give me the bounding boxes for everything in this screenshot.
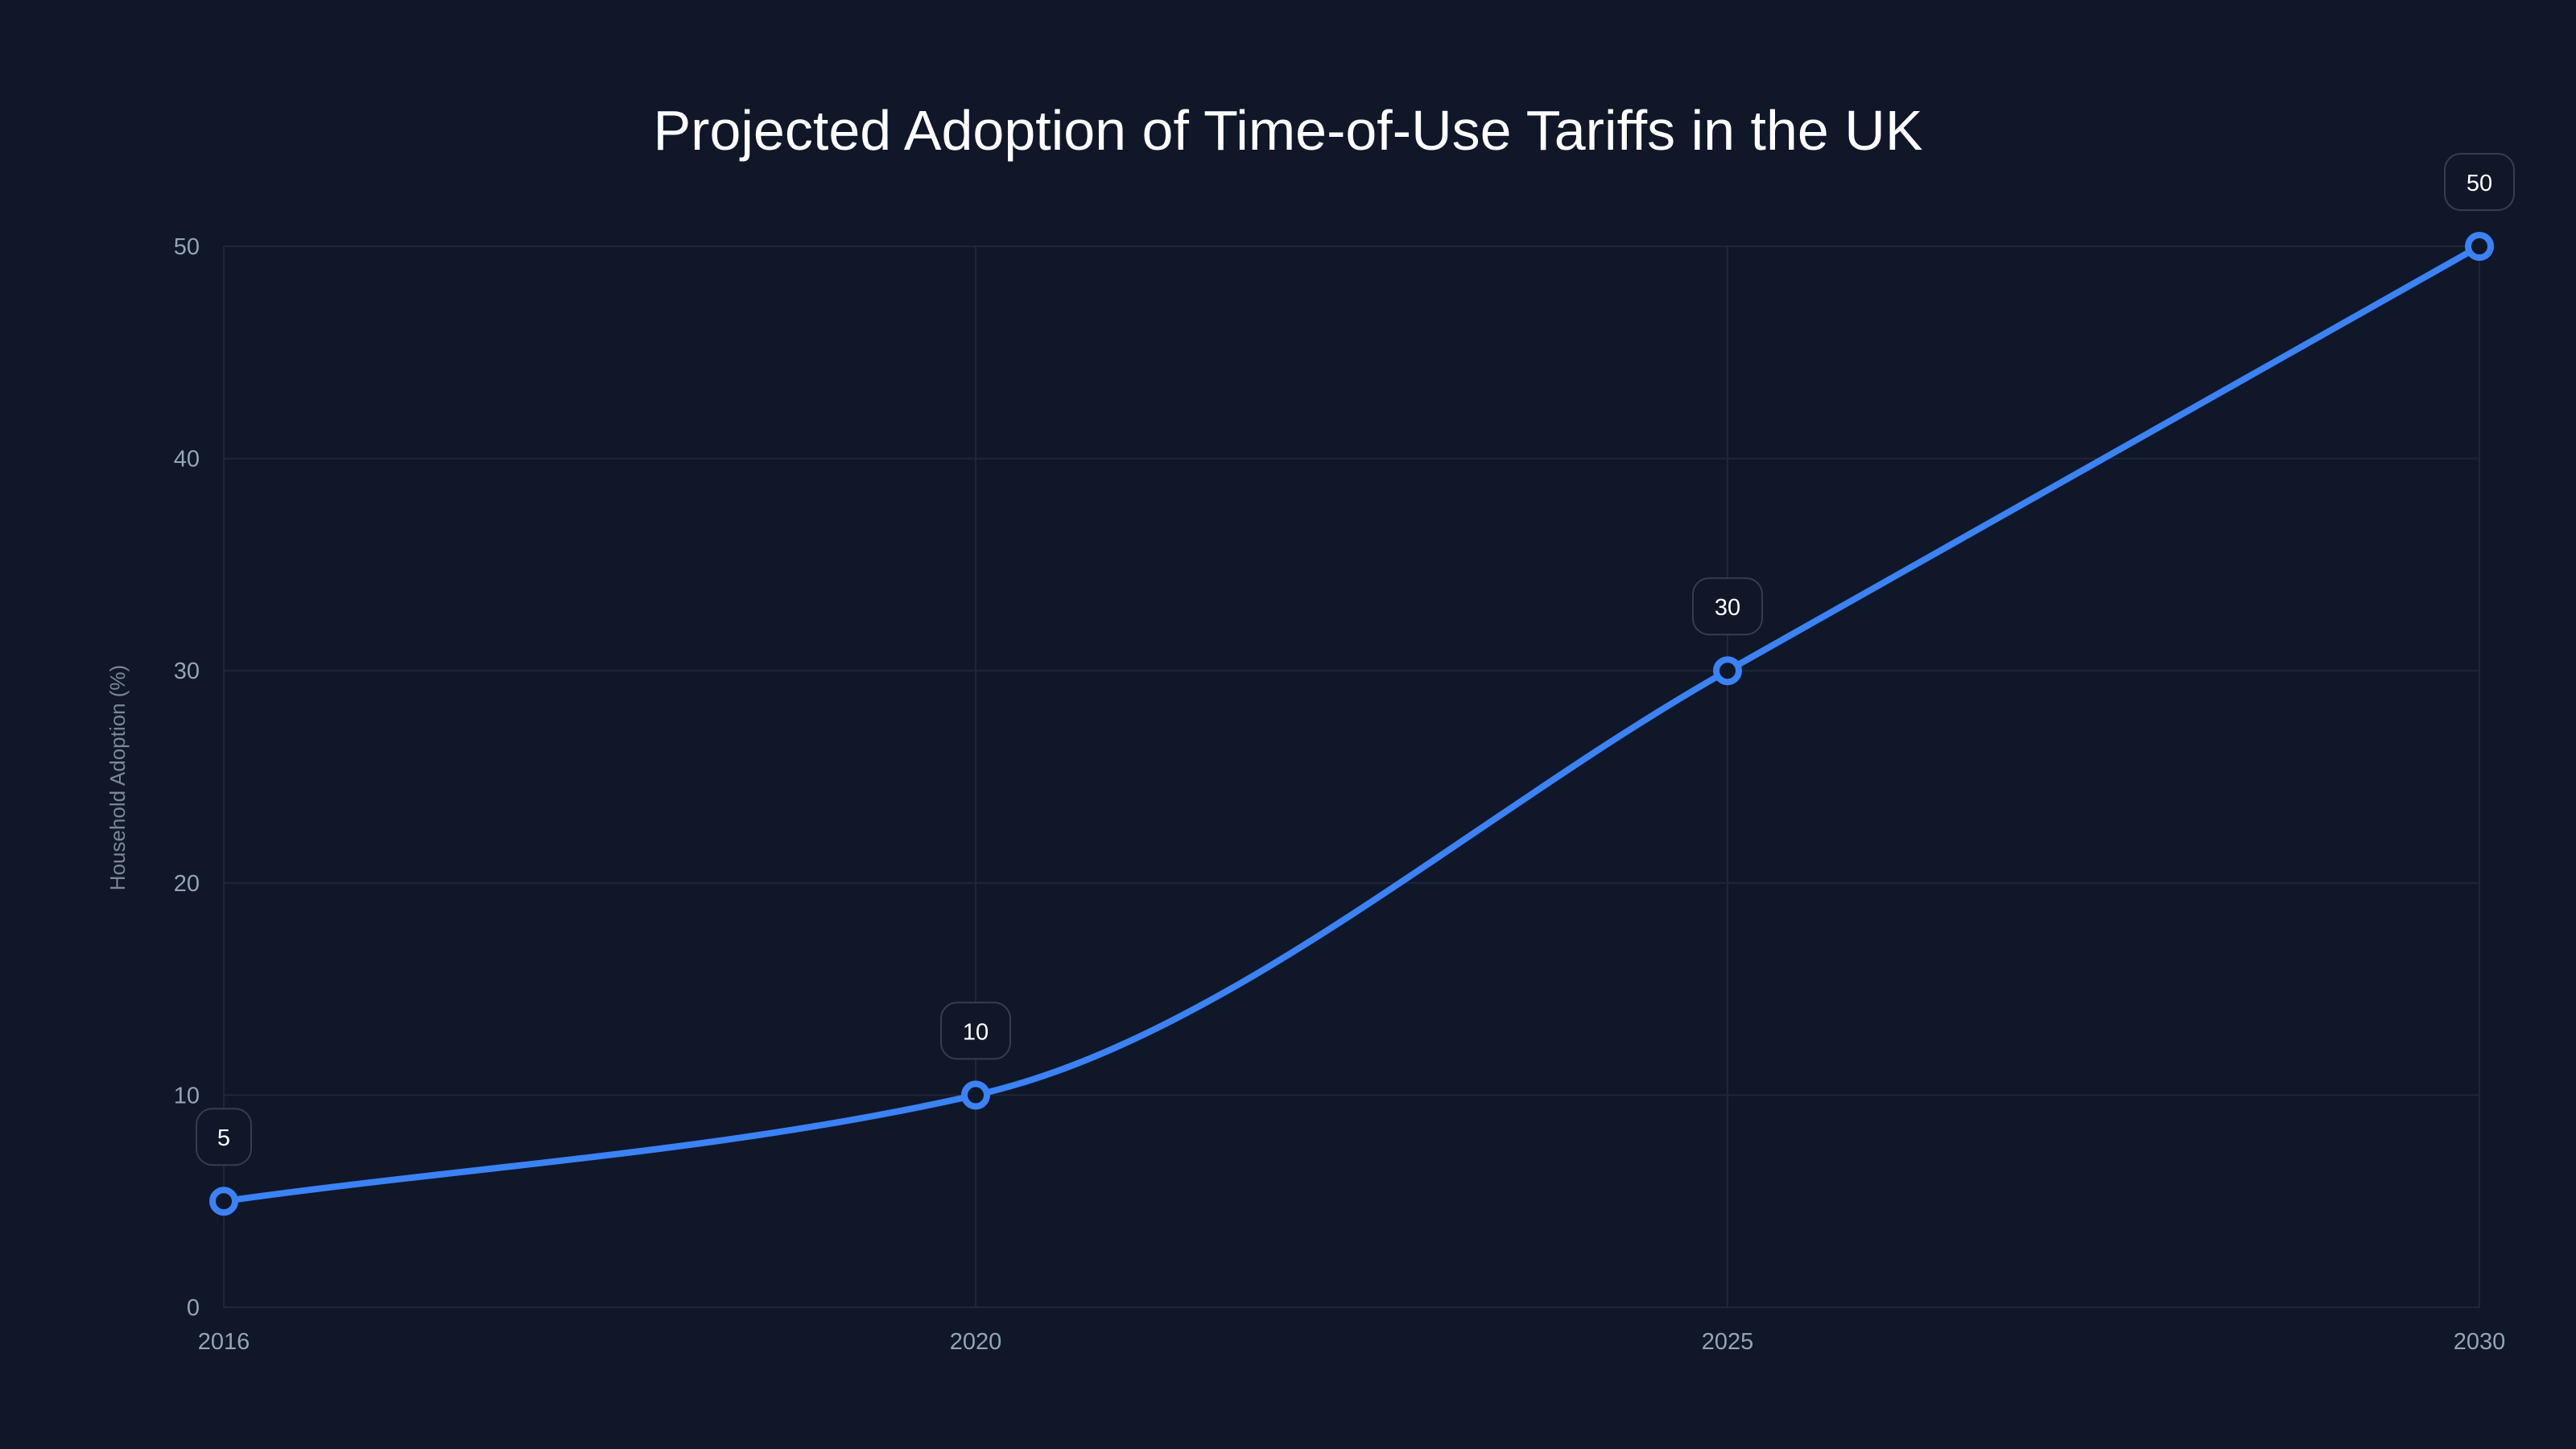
data-point <box>1713 656 1742 686</box>
chart-title: Projected Adoption of Time-of-Use Tariff… <box>653 99 1922 162</box>
y-tick-label: 50 <box>174 234 200 260</box>
y-axis-label: Household Adoption (%) <box>105 665 130 890</box>
data-label-box <box>196 1108 252 1166</box>
y-axis-ticks: 0 10 20 30 40 50 <box>174 234 200 1321</box>
data-label: 30 <box>1715 595 1740 621</box>
data-label: 50 <box>2467 171 2492 196</box>
data-label-box <box>2444 153 2515 211</box>
x-tick-label: 2016 <box>198 1329 250 1355</box>
x-tick-label: 2025 <box>1702 1329 1754 1355</box>
data-point <box>209 1187 238 1216</box>
y-tick-label: 40 <box>174 447 200 473</box>
grid <box>223 246 2480 1308</box>
y-tick-label: 10 <box>174 1083 200 1108</box>
series-line <box>221 243 2483 1205</box>
data-label: 10 <box>963 1019 989 1045</box>
x-axis-ticks: 2016 2020 2025 2030 <box>198 1329 2506 1355</box>
y-tick-label: 30 <box>174 658 200 684</box>
data-points <box>209 232 2494 1216</box>
y-tick-label: 20 <box>174 871 200 897</box>
data-labels: 5 10 30 50 <box>196 153 2515 1166</box>
data-label: 5 <box>217 1125 230 1151</box>
data-point <box>961 1080 990 1110</box>
x-tick-label: 2020 <box>950 1329 1002 1355</box>
data-label-box <box>1692 577 1763 636</box>
data-label-box <box>940 1001 1011 1060</box>
x-tick-label: 2030 <box>2454 1329 2506 1355</box>
data-point <box>2465 232 2494 261</box>
y-tick-label: 0 <box>187 1295 200 1321</box>
